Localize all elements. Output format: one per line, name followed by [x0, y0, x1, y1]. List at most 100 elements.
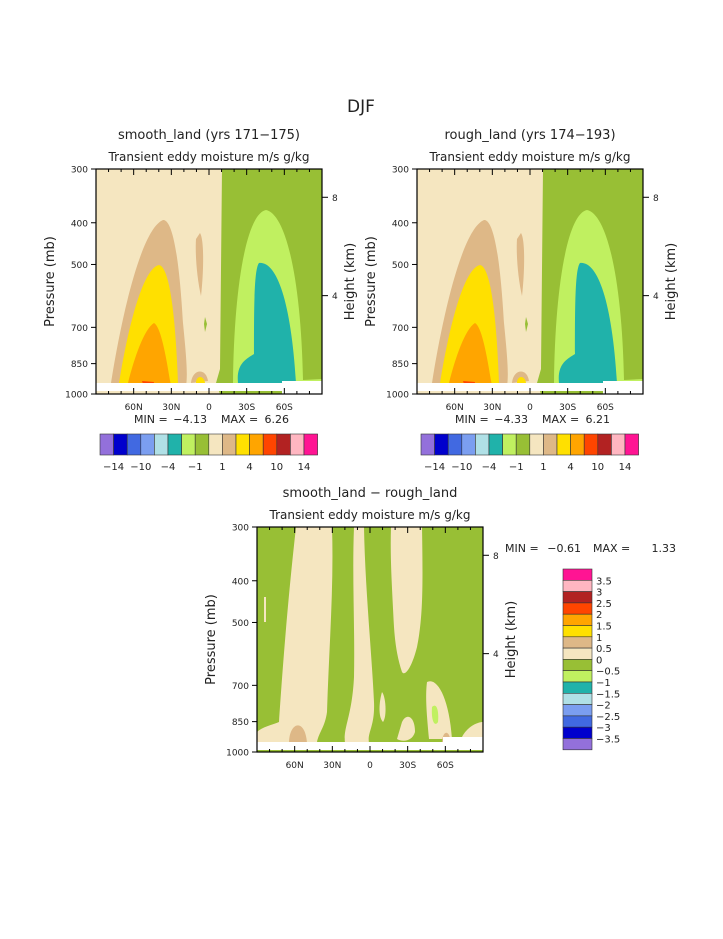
max-value: 1.33 — [652, 542, 677, 555]
colorbar-label: 10 — [270, 462, 283, 473]
colorbar-box — [461, 433, 476, 456]
colorbar-box — [488, 433, 503, 456]
colorbar-label: 2.5 — [596, 599, 612, 610]
y-axis-label: Pressure (mb) — [364, 236, 379, 327]
colorbar-box — [562, 602, 593, 615]
x-tick-label: 30S — [559, 403, 576, 413]
colorbar-label: −1 — [188, 462, 203, 473]
colorbar-box — [167, 433, 182, 456]
panel-rough-land: rough_land (yrs 174−193) Transient eddy m… — [364, 128, 679, 473]
contour-field: 60N 30N 0 30S 60S 300 400 500 700 850 1000 8 4 Pressu… — [43, 166, 358, 414]
colorbar-box — [562, 625, 593, 638]
colorbar-label: 14 — [298, 462, 311, 473]
contour-field: 60N 30N 0 30S 60S 300 400 500 700 850 1000 8 4 Pressu… — [204, 524, 519, 772]
y-tick-label: 300 — [71, 166, 88, 176]
colorbar-box — [570, 433, 585, 456]
colorbar-box — [562, 659, 593, 672]
y-tick-label: 500 — [392, 261, 409, 271]
y-tick-label: 850 — [232, 718, 249, 728]
y-tick-label: 300 — [232, 524, 249, 534]
colorbar-box — [515, 433, 531, 456]
colorbar-box — [562, 591, 593, 604]
y-tick-label: 400 — [232, 577, 249, 587]
y-tick-label: 700 — [71, 324, 88, 334]
y2-tick-label: 4 — [653, 292, 659, 302]
colorbar-box — [154, 433, 169, 456]
colorbar-box — [99, 433, 114, 456]
colorbar-box — [562, 568, 593, 581]
y-axis-label: Pressure (mb) — [204, 594, 219, 685]
colorbar-box — [249, 433, 264, 456]
colorbar-box — [543, 433, 558, 456]
y-tick-label: 1000 — [226, 749, 249, 759]
x-tick-label: 0 — [206, 403, 212, 413]
colorbar-label: −4 — [482, 462, 497, 473]
y-tick-label: 850 — [71, 360, 88, 370]
colorbar-box — [562, 738, 593, 751]
colorbar-box — [611, 433, 626, 456]
contour-fill — [417, 169, 643, 394]
panel-subtitle: Transient eddy moisture m/s g/kg — [108, 150, 310, 164]
y2-tick-label: 8 — [493, 552, 499, 562]
colorbar-box — [562, 579, 593, 592]
colorbar-label: 4 — [567, 462, 573, 473]
x-tick-label: 60S — [597, 403, 614, 413]
colorbar-label: 2 — [596, 610, 602, 621]
x-tick-label: 60N — [286, 761, 304, 771]
colorbar-label: 4 — [246, 462, 252, 473]
colorbar-label: −1 — [596, 678, 611, 689]
y-tick-label: 400 — [392, 219, 409, 229]
x-tick-label: 30N — [162, 403, 180, 413]
colorbar-box — [475, 433, 490, 456]
panel-subtitle: Transient eddy moisture m/s g/kg — [269, 508, 471, 522]
contour-field: 60N 30N 0 30S 60S 300 400 500 700 850 1000 8 4 Pressu… — [364, 166, 679, 414]
y-tick-label: 850 — [392, 360, 409, 370]
colorbar-box — [276, 433, 291, 456]
min-label: MIN = — [505, 542, 539, 555]
y2-tick-label: 4 — [332, 292, 338, 302]
contour-fill — [96, 169, 322, 394]
colorbar-box — [562, 613, 593, 626]
colorbar-label: 10 — [591, 462, 604, 473]
colorbar-box — [562, 726, 593, 739]
y2-axis-label: Height (km) — [664, 243, 679, 320]
x-tick-label: 60N — [446, 403, 464, 413]
colorbar-label: −2 — [596, 701, 611, 712]
colorbar-box — [624, 433, 639, 456]
max-value: 6.26 — [265, 413, 290, 426]
max-label: MAX = — [542, 413, 579, 426]
min-value: −0.61 — [547, 542, 581, 555]
y2-tick-label: 8 — [332, 194, 338, 204]
y-tick-label: 700 — [232, 682, 249, 692]
x-tick-label: 60S — [276, 403, 293, 413]
max-label: MAX = — [221, 413, 258, 426]
y-tick-label: 700 — [392, 324, 409, 334]
colorbar-label: −3.5 — [596, 735, 620, 746]
panel-subtitle: Transient eddy moisture m/s g/kg — [429, 150, 631, 164]
colorbar-box — [303, 433, 318, 456]
colorbar-label: 0.5 — [596, 644, 612, 655]
min-value: −4.13 — [173, 413, 207, 426]
colorbar-box — [502, 433, 517, 456]
panel-difference: smooth_land − rough_land Transient eddy m… — [204, 486, 676, 771]
y-tick-label: 400 — [71, 219, 88, 229]
colorbar-label: 3 — [596, 588, 602, 599]
colorbar-box — [434, 433, 449, 456]
colorbar-box — [262, 433, 278, 456]
colorbar-box — [562, 636, 593, 649]
colorbar-label: 3.5 — [596, 576, 612, 587]
colorbar-box — [447, 433, 463, 456]
colorbar-label: −0.5 — [596, 667, 620, 678]
colorbar-box — [562, 647, 593, 660]
colorbar-box — [235, 433, 250, 456]
colorbar-label: −3 — [596, 723, 611, 734]
y-tick-label: 500 — [232, 619, 249, 629]
contour-fill — [257, 527, 483, 752]
colorbar-label: 14 — [619, 462, 632, 473]
colorbar-box — [126, 433, 142, 456]
colorbar-label: −14 — [424, 462, 445, 473]
colorbar-label: 1 — [596, 633, 602, 644]
min-label: MIN = — [134, 413, 168, 426]
